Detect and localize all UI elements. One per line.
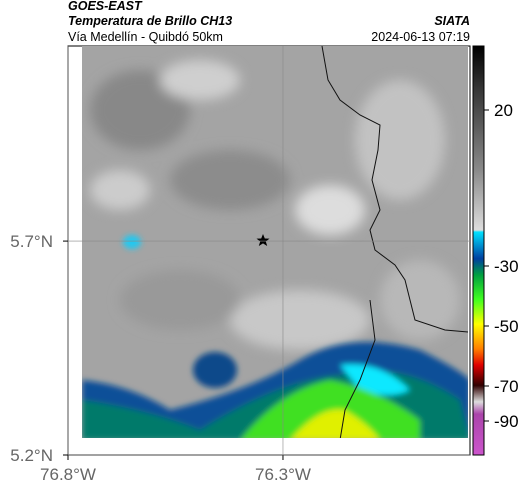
x-tick-label: 76.3°W [255, 465, 311, 484]
x-tick-label: 76.8°W [40, 465, 96, 484]
y-tick-label: 5.2°N [10, 446, 53, 465]
colorbar-tick-label: -90 [494, 412, 519, 431]
border [339, 299, 376, 438]
agency: SIATA [434, 14, 470, 28]
colorbar-tick-label: 20 [494, 101, 513, 120]
colorbar-tick-label: -50 [494, 317, 519, 336]
colorbar [472, 45, 485, 456]
region: Vía Medellín - Quibdó 50km [68, 30, 223, 44]
product: Temperatura de Brillo CH13 [68, 14, 232, 28]
y-tick-label: 5.7°N [10, 232, 53, 251]
source: GOES-EAST [68, 0, 143, 13]
colorbar-tick-label: -30 [494, 257, 519, 276]
colorbar-tick-label: -70 [494, 377, 519, 396]
imagery [82, 46, 468, 438]
location-marker [256, 234, 270, 246]
border [321, 46, 468, 333]
timestamp: 2024-06-13 07:19 [371, 30, 470, 44]
